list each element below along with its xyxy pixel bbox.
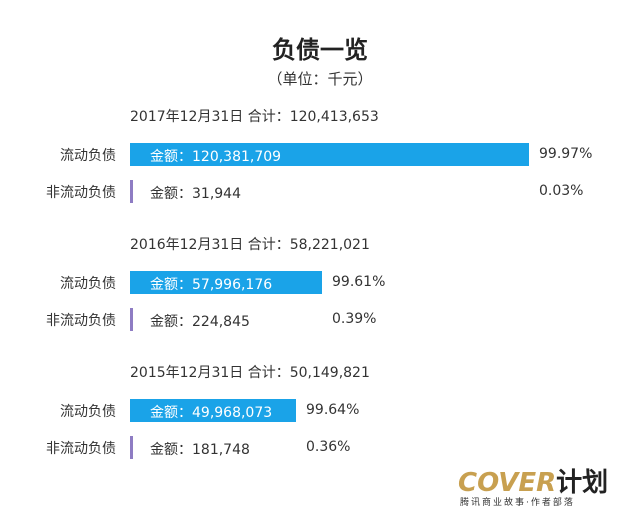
bar-row: 非流动负债 金额：31,944 0.03% [0,180,640,204]
logo-tagline: 腾讯商业故事·作者部落 [460,498,575,508]
bar-value-label: 金额：49,968,073 [150,405,273,421]
year-group: 2016年12月31日 合计：58,221,021 流动负债 金额：57,996,1… [0,234,640,354]
category-label: 非流动负债 [46,441,116,457]
percentage-label: 0.03% [539,183,584,199]
logo-wordmark: COVER计划 [458,468,609,498]
noncurrent-liability-bar [130,308,133,331]
bar-row: 流动负债 金额：120,381,709 99.97% [0,143,640,167]
current-liability-bar [130,399,296,422]
year-total-header: 2017年12月31日 合计：120,413,653 [130,109,379,125]
category-label: 非流动负债 [46,313,116,329]
noncurrent-liability-bar [130,436,133,459]
current-liability-bar [130,271,322,294]
chart-title: 负债一览 [272,36,368,64]
noncurrent-liability-bar [130,180,133,203]
bar-row: 非流动负债 金额：181,748 0.36% [0,436,640,460]
year-group: 2017年12月31日 合计：120,413,653 流动负债 金额：120,381… [0,106,640,226]
category-label: 流动负债 [60,276,116,292]
year-total-header: 2016年12月31日 合计：58,221,021 [130,237,370,253]
bar-row: 流动负债 金额：49,968,073 99.64% [0,399,640,423]
percentage-label: 0.36% [306,439,351,455]
bar-value-label: 金额：224,845 [150,314,250,330]
bar-value-label: 金额：31,944 [150,186,241,202]
percentage-label: 0.39% [332,311,377,327]
category-label: 非流动负债 [46,185,116,201]
category-label: 流动负债 [60,148,116,164]
bar-row: 非流动负债 金额：224,845 0.39% [0,308,640,332]
bar-value-label: 金额：120,381,709 [150,149,282,165]
year-group: 2015年12月31日 合计：50,149,821 流动负债 金额：49,968,0… [0,362,640,482]
year-total-header: 2015年12月31日 合计：50,149,821 [130,365,370,381]
bar-value-label: 金额：181,748 [150,442,250,458]
current-liability-bar [130,143,529,166]
cover-logo: COVER计划 腾讯商业故事·作者部落 [458,462,608,512]
chart-subtitle: （单位：千元） [267,70,373,88]
percentage-label: 99.61% [332,274,386,290]
percentage-label: 99.64% [306,402,360,418]
bar-value-label: 金额：57,996,176 [150,277,273,293]
percentage-label: 99.97% [539,146,593,162]
bar-row: 流动负债 金额：57,996,176 99.61% [0,271,640,295]
category-label: 流动负债 [60,404,116,420]
